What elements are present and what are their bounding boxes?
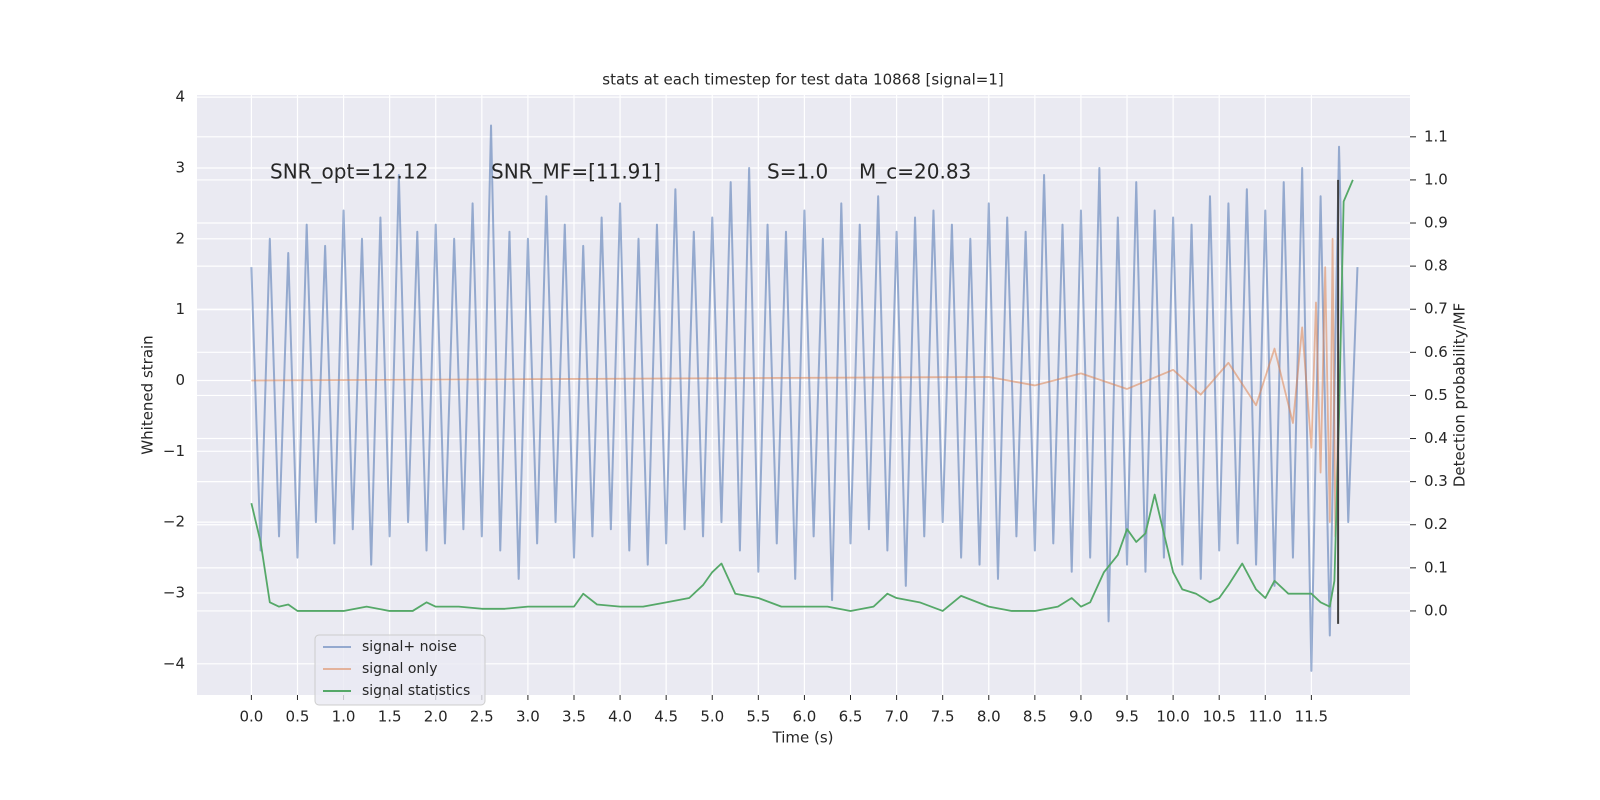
x-tick-label: 1.0 — [332, 708, 356, 726]
x-tick-label: 0.5 — [286, 708, 310, 726]
x-axis-label: Time (s) — [772, 729, 834, 747]
x-tick-label: 2.5 — [470, 708, 494, 726]
y2-tick-label: 1.0 — [1424, 170, 1448, 188]
annotation: SNR_MF=[11.91] — [491, 160, 661, 184]
x-tick-label: 9.0 — [1069, 708, 1093, 726]
y-tick-label: 1 — [175, 300, 185, 318]
y2-tick-label: 0.5 — [1424, 386, 1448, 404]
series-line — [250, 124, 1359, 672]
x-tick-label: 1.5 — [378, 708, 402, 726]
annotation: M_c=20.83 — [859, 160, 971, 184]
x-tick-label: 4.5 — [654, 708, 678, 726]
y-tick-label: −4 — [163, 654, 185, 672]
series-line — [250, 179, 1354, 612]
y2-tick-label: 0.8 — [1424, 257, 1448, 275]
chart-title: stats at each timestep for test data 108… — [602, 71, 1003, 89]
y2-tick-label: 0.6 — [1424, 343, 1448, 361]
x-tick-label: 10.5 — [1202, 708, 1235, 726]
y2-tick-label: 0.1 — [1424, 558, 1448, 576]
y-tick-label: 0 — [175, 371, 185, 389]
x-tick-label: 7.0 — [885, 708, 909, 726]
y2-axis-label: Detection probability/MF — [1451, 303, 1469, 487]
legend-label: signal only — [362, 661, 437, 677]
x-tick-label: 10.0 — [1156, 708, 1189, 726]
y2-tick-label: 0.7 — [1424, 300, 1448, 318]
y-tick-label: −2 — [163, 513, 185, 531]
x-tick-label: 11.5 — [1295, 708, 1328, 726]
x-tick-label: 3.0 — [516, 708, 540, 726]
x-tick-label: 6.0 — [792, 708, 816, 726]
x-tick-label: 5.0 — [700, 708, 724, 726]
y2-tick-label: 0.9 — [1424, 214, 1448, 232]
legend-box — [314, 634, 486, 706]
x-tick-label: 5.5 — [746, 708, 770, 726]
y2-tick-label: 0.4 — [1424, 429, 1448, 447]
annotation: S=1.0 — [767, 160, 828, 184]
y2-tick-label: 0.3 — [1424, 472, 1448, 490]
x-tick-label: 6.5 — [839, 708, 863, 726]
x-tick-label: 0.0 — [239, 708, 263, 726]
x-tick-label: 4.0 — [608, 708, 632, 726]
y-tick-label: 3 — [175, 158, 185, 176]
x-tick-label: 3.5 — [562, 708, 586, 726]
y2-tick-label: 0.2 — [1424, 515, 1448, 533]
series-line — [251, 237, 1340, 538]
y-tick-label: −1 — [163, 442, 185, 460]
y2-tick-label: 0.0 — [1424, 601, 1448, 619]
y2-tick-label: 1.1 — [1424, 127, 1448, 145]
y-tick-label: −3 — [163, 583, 185, 601]
annotation: SNR_opt=12.12 — [270, 160, 428, 184]
x-tick-label: 8.0 — [977, 708, 1001, 726]
y-axis-label: Whitened strain — [139, 335, 157, 454]
legend-label: signal+ noise — [362, 639, 457, 655]
x-tick-label: 11.0 — [1249, 708, 1282, 726]
y-tick-label: 4 — [175, 88, 185, 106]
legend-label: signal statistics — [362, 683, 470, 699]
y-tick-label: 2 — [175, 229, 185, 247]
x-tick-label: 9.5 — [1115, 708, 1139, 726]
x-tick-label: 7.5 — [931, 708, 955, 726]
x-tick-label: 8.5 — [1023, 708, 1047, 726]
x-tick-label: 2.0 — [424, 708, 448, 726]
